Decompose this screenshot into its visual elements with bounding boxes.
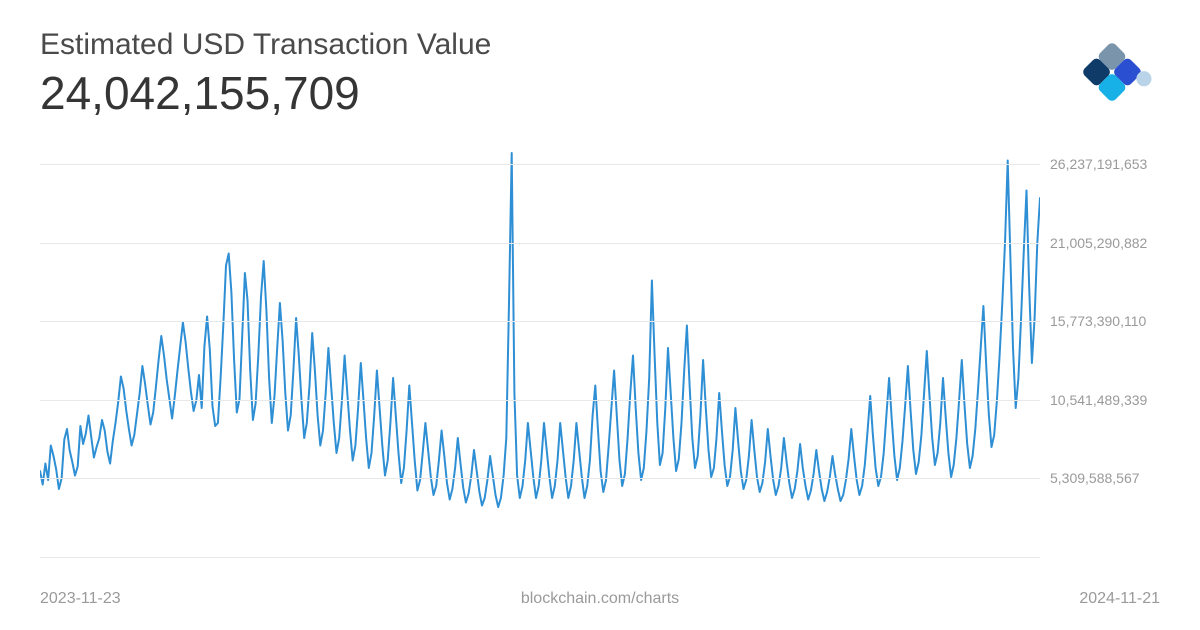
source-label: blockchain.com/charts xyxy=(40,590,1160,608)
gridline xyxy=(40,321,1040,322)
gridline xyxy=(40,164,1040,165)
gridline xyxy=(40,400,1040,401)
y-tick-label: 10,541,489,339 xyxy=(1050,392,1147,408)
blockchain-logo-icon xyxy=(1070,30,1154,114)
gridline xyxy=(40,478,1040,479)
chart-title: Estimated USD Transaction Value xyxy=(40,28,491,62)
footer: 2023-11-23 blockchain.com/charts 2024-11… xyxy=(40,590,1160,608)
y-tick-label: 5,309,588,567 xyxy=(1050,470,1140,486)
gridline xyxy=(40,243,1040,244)
y-tick-label: 26,237,191,653 xyxy=(1050,156,1147,172)
chart-area: 5,309,588,567 10,541,489,339 15,773,390,11… xyxy=(40,138,1160,558)
y-axis-labels: 5,309,588,567 10,541,489,339 15,773,390,11… xyxy=(1050,138,1170,558)
line-series xyxy=(40,138,1040,558)
y-tick-label: 15,773,390,110 xyxy=(1050,313,1146,329)
chart-main-value: 24,042,155,709 xyxy=(40,66,491,120)
y-tick-label: 21,005,290,882 xyxy=(1050,235,1147,251)
plot-area xyxy=(40,138,1040,558)
header: Estimated USD Transaction Value 24,042,1… xyxy=(40,28,1160,120)
